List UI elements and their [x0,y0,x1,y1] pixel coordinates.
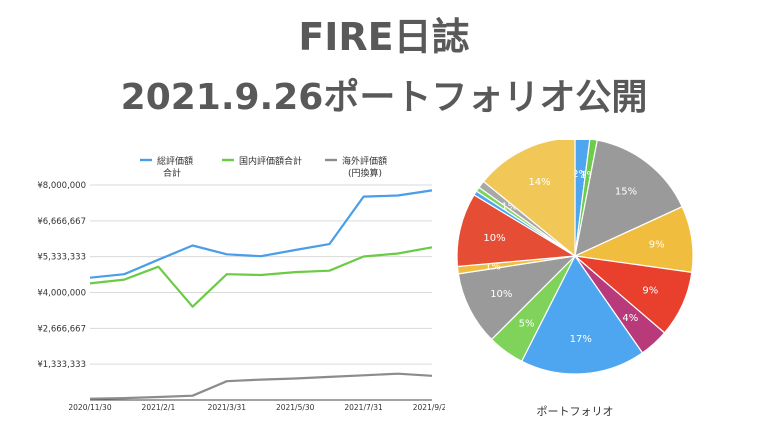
slice-label: 14% [528,177,550,188]
legend-label: 合計 [163,167,181,179]
slice-label: 10% [490,289,512,300]
x-tick-label: 2020/11/30 [68,403,111,412]
page-title: FIRE日誌 [298,15,470,59]
page-subtitle: 2021.9.26ポートフォリオ公開 [120,77,648,118]
series-line [89,372,433,400]
slice-label: 9% [642,286,658,297]
x-tick-label: 2021/3/31 [208,403,247,412]
slice-label: 4% [622,313,638,324]
legend-label: (円換算) [348,167,382,179]
pie-title: ポートフォリオ [537,405,614,418]
legend-label: 総評価額 [157,155,193,167]
slice-label: 10% [483,233,505,244]
slice-label: 5% [519,318,535,329]
slice-label: 15% [615,187,637,198]
series-line [89,189,433,279]
slice-label: 1% [580,170,596,181]
slice-label: 1% [485,261,501,272]
x-tick-label: 2021/2/1 [142,403,176,412]
legend-label: 海外評価額 [342,155,387,167]
x-tick-label: 2021/5/30 [276,403,315,412]
series-line [89,246,433,308]
slice-label: 9% [649,240,665,251]
slice-label: 1% [501,201,517,212]
pie-slice [574,140,684,258]
y-tick-label: ¥6,666,667 [37,217,86,227]
slice-label: 17% [570,334,592,345]
line-chart: ¥1,333,333 ¥2,666,667 ¥4,000,000 ¥5,333,333… [37,155,445,412]
y-tick-label: ¥5,333,333 [37,253,86,263]
y-tick-label: ¥1,333,333 [37,360,86,370]
x-tick-label: 2021/7/31 [344,403,383,412]
legend-label: 国内評価額合計 [239,155,302,167]
y-tick-label: ¥4,000,000 [37,289,86,299]
x-tick-label: 2021/9/26 [413,403,445,412]
pie-slice [456,194,577,268]
y-tick-label: ¥8,000,000 [37,181,86,191]
pie-slice [482,140,576,258]
pie-slice [520,254,644,375]
y-tick-label: ¥2,666,667 [37,324,86,334]
pie-chart: 2%1%15%9%9%4%17%5%10%1%10%1%14%ポートフォリオ [456,140,694,418]
pie-slice [457,255,577,341]
slice-label: 2% [572,169,588,180]
